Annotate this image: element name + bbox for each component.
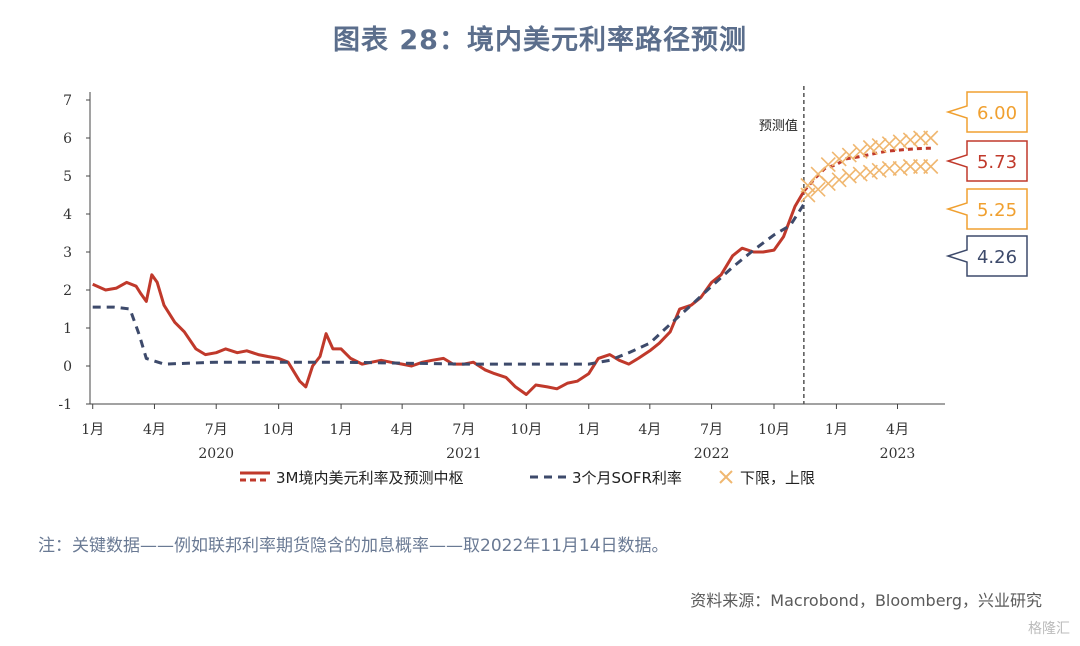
x-tick-label: 10月 xyxy=(263,422,295,438)
y-tick-label: 1 xyxy=(63,321,72,337)
y-tick-label: -1 xyxy=(58,397,72,413)
bound-cross-point xyxy=(820,157,836,173)
bound-cross-point xyxy=(871,162,887,178)
y-tick-label: 5 xyxy=(63,169,72,185)
bound-cross-point xyxy=(862,164,878,180)
bound-cross-point xyxy=(923,158,939,175)
x-tick-label: 1月 xyxy=(825,422,848,438)
y-tick-label: 6 xyxy=(63,131,72,147)
bound-cross-point xyxy=(892,160,908,176)
callout-value: 6.00 xyxy=(977,103,1017,124)
y-tick-label: 0 xyxy=(63,359,72,375)
y-tick-label: 2 xyxy=(63,283,72,299)
bound-cross-point xyxy=(902,132,918,148)
bound-cross-point xyxy=(800,177,816,194)
bound-cross-point xyxy=(862,139,878,156)
x-tick-label: 4月 xyxy=(638,422,661,438)
bound-cross-point xyxy=(871,138,887,154)
callout-box xyxy=(945,91,1028,133)
bound-cross-point xyxy=(852,143,868,159)
x-tick-label: 1月 xyxy=(577,422,600,438)
year-label: 2023 xyxy=(880,446,916,462)
bound-cross-point xyxy=(841,147,857,163)
bound-cross-point xyxy=(831,151,847,167)
legend-label: 3M境内美元利率及预测中枢 xyxy=(276,469,464,487)
x-tick-label: 7月 xyxy=(205,422,228,438)
line-chart: -1 0 1 2 3 4 5 6 7 1月 4月 7月 10月 1月 4月 7月 10月 1月 4月 7月 10月 1月 4… xyxy=(58,86,1028,487)
x-tick-label: 1月 xyxy=(330,422,353,438)
x-tick-label: 10月 xyxy=(510,422,542,438)
legend-cross-swatch xyxy=(719,470,733,484)
chart-title: 图表 28：境内美元利率路径预测 xyxy=(333,25,747,56)
callout-value: 4.26 xyxy=(977,247,1017,268)
bound-cross-point xyxy=(881,160,897,176)
y-tick-label: 4 xyxy=(63,207,72,223)
callout-value: 5.25 xyxy=(977,200,1017,221)
callout-box xyxy=(945,188,1028,230)
x-tick-label: 4月 xyxy=(143,422,166,438)
bound-cross-point xyxy=(923,130,939,146)
sofr-series-line xyxy=(92,203,806,366)
year-label: 2021 xyxy=(446,446,482,462)
forecast-label: 预测值 xyxy=(759,118,798,134)
x-tick-label: 7月 xyxy=(452,422,475,438)
x-tick-label: 7月 xyxy=(700,422,723,438)
y-tick-label: 7 xyxy=(63,93,72,109)
callout-box xyxy=(945,235,1028,277)
legend-label: 下限，上限 xyxy=(740,469,815,487)
bound-cross-point xyxy=(892,134,908,150)
legend-label: 3个月SOFR利率 xyxy=(572,469,682,487)
chart-note: 注：关键数据——例如联邦利率期货隐含的加息概率——取2022年11月14日数据。 xyxy=(38,536,669,556)
x-tick-label: 4月 xyxy=(391,422,414,438)
callout-box xyxy=(945,140,1028,182)
y-tick-label: 3 xyxy=(63,245,72,261)
x-tick-label: 4月 xyxy=(886,422,909,438)
year-label: 2020 xyxy=(198,446,234,462)
x-tick-label: 10月 xyxy=(758,422,790,438)
bound-cross-point xyxy=(810,181,826,197)
bound-cross-point xyxy=(831,172,847,188)
rate-series-line xyxy=(92,190,806,396)
x-tick-label: 1月 xyxy=(81,422,104,438)
callout-value: 5.73 xyxy=(977,152,1017,173)
chart-source: 资料来源：Macrobond，Bloomberg，兴业研究 xyxy=(690,591,1042,610)
watermark: 格隆汇 xyxy=(1028,621,1070,637)
year-label: 2022 xyxy=(694,446,730,462)
bound-cross-point xyxy=(852,166,868,182)
